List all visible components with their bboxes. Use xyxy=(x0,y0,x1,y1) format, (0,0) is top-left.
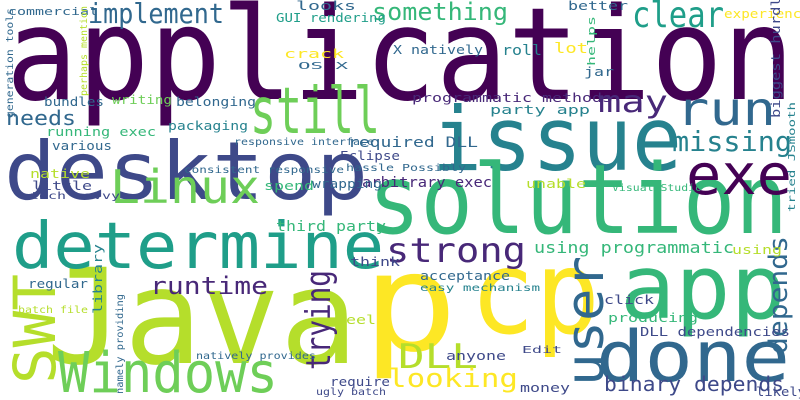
word-arbitrary-exec: arbitrary exec xyxy=(362,175,493,191)
word-running-exec: running exec xyxy=(46,125,157,139)
word-likely: likely xyxy=(756,385,800,399)
word-experience: experience xyxy=(724,7,800,21)
word-looking: looking xyxy=(388,364,518,394)
word-binary-depends: binary depends xyxy=(604,372,785,396)
word-linux: Linux xyxy=(110,160,260,214)
word-implement: implement xyxy=(88,0,224,30)
word-responsive-interface: responsive interface xyxy=(234,137,375,148)
word-crack: crack xyxy=(284,47,345,61)
word-lot: lot xyxy=(554,41,588,57)
word-packaging: packaging xyxy=(168,119,248,133)
word-batch-file: batch file xyxy=(18,305,88,316)
word-missing: missing xyxy=(672,125,793,158)
word-p: p xyxy=(362,225,458,383)
word-issue: issue xyxy=(432,88,683,191)
word-writing: writing xyxy=(112,93,172,107)
word-spend: spend xyxy=(264,179,314,193)
word-ugly-batch: ugly batch xyxy=(316,387,386,398)
word-feel: feel xyxy=(336,313,377,327)
word-helps: helps xyxy=(585,16,598,66)
word-producing: producing xyxy=(608,311,699,325)
word-x-natively: X natively xyxy=(393,43,484,57)
word-app: app xyxy=(620,236,786,339)
word-various: various xyxy=(52,139,112,153)
word-namely-providing: namely providing xyxy=(115,294,126,394)
word-programmatic-methods: programmatic methods xyxy=(412,91,612,105)
word-regular: regular xyxy=(28,277,88,291)
word-clear: clear xyxy=(632,0,725,36)
word-generation-tools: generation tools xyxy=(5,7,16,118)
word-anyone: anyone xyxy=(446,349,507,363)
word-little: little xyxy=(32,179,93,193)
word-edit: Edit xyxy=(522,345,562,356)
word-eclipse: Eclipse xyxy=(340,149,400,163)
word-click: click xyxy=(604,293,654,307)
word-belonging: belonging xyxy=(176,95,256,109)
word-jar: jar xyxy=(584,65,614,79)
word-biggest-hurdle: biggest hurdle xyxy=(769,0,783,119)
word-roll: roll xyxy=(502,43,542,59)
word-unable: unable xyxy=(526,177,587,191)
word-hassle-possibly: hassle Possibly xyxy=(346,163,467,174)
word-needs: needs xyxy=(6,106,76,130)
word-run: run xyxy=(676,82,776,136)
word-using: using xyxy=(732,243,782,257)
word-library: library xyxy=(91,243,105,314)
word-runtime: runtime xyxy=(150,272,269,300)
word-perhaps-mention: perhaps mention xyxy=(79,5,90,96)
word-desktop: desktop xyxy=(4,125,369,218)
word-easy-mechanism: easy mechanism xyxy=(420,283,541,294)
word-tech-savvy: tech savvy xyxy=(30,191,121,202)
word-visual-studio: Visual Studio xyxy=(612,183,703,194)
word-require: require xyxy=(330,375,390,389)
word-money: money xyxy=(520,381,570,395)
word-done: done xyxy=(596,316,791,398)
word-something: something xyxy=(372,0,509,26)
word-os-x: OS X xyxy=(298,61,348,72)
word-third-party: third party xyxy=(276,219,386,235)
word-party-app: party app xyxy=(490,103,591,117)
word-native: native xyxy=(30,167,91,181)
word-exe: exe xyxy=(686,143,793,208)
word-wrapping: wrapping xyxy=(312,177,382,191)
word-strong: strong xyxy=(386,231,527,271)
word-think: think xyxy=(350,255,400,269)
word-acceptance: acceptance xyxy=(420,269,511,283)
word-required-dll: required DLL xyxy=(348,135,478,151)
word-gui-rendering: GUI rendering xyxy=(276,11,386,25)
word-still: still xyxy=(250,75,381,149)
word-java: Java xyxy=(46,241,358,395)
word-better: better xyxy=(568,0,629,13)
word-natively-provides: natively provides xyxy=(196,351,316,362)
word-looks: looks xyxy=(296,0,357,13)
word-application: application xyxy=(6,0,795,130)
word-commercial: commercial xyxy=(8,5,99,18)
word-dll-dependencies: DLL dependencies xyxy=(640,325,791,339)
word-dll: DLL xyxy=(398,337,478,377)
word-user: user xyxy=(556,256,616,386)
word-using-programmatic: using programmatic xyxy=(534,238,734,257)
word-windows: Windows xyxy=(58,341,278,400)
word-tried-jsmooth: tried JSmooth xyxy=(787,102,798,212)
word-determine: determine xyxy=(12,210,385,284)
word-bundles: bundles xyxy=(44,95,104,109)
word-solution: solution xyxy=(368,144,788,256)
word-may: may xyxy=(598,85,669,120)
word-cp: cp xyxy=(470,226,601,361)
word-consistent-responsive: consistent responsive xyxy=(184,165,344,176)
